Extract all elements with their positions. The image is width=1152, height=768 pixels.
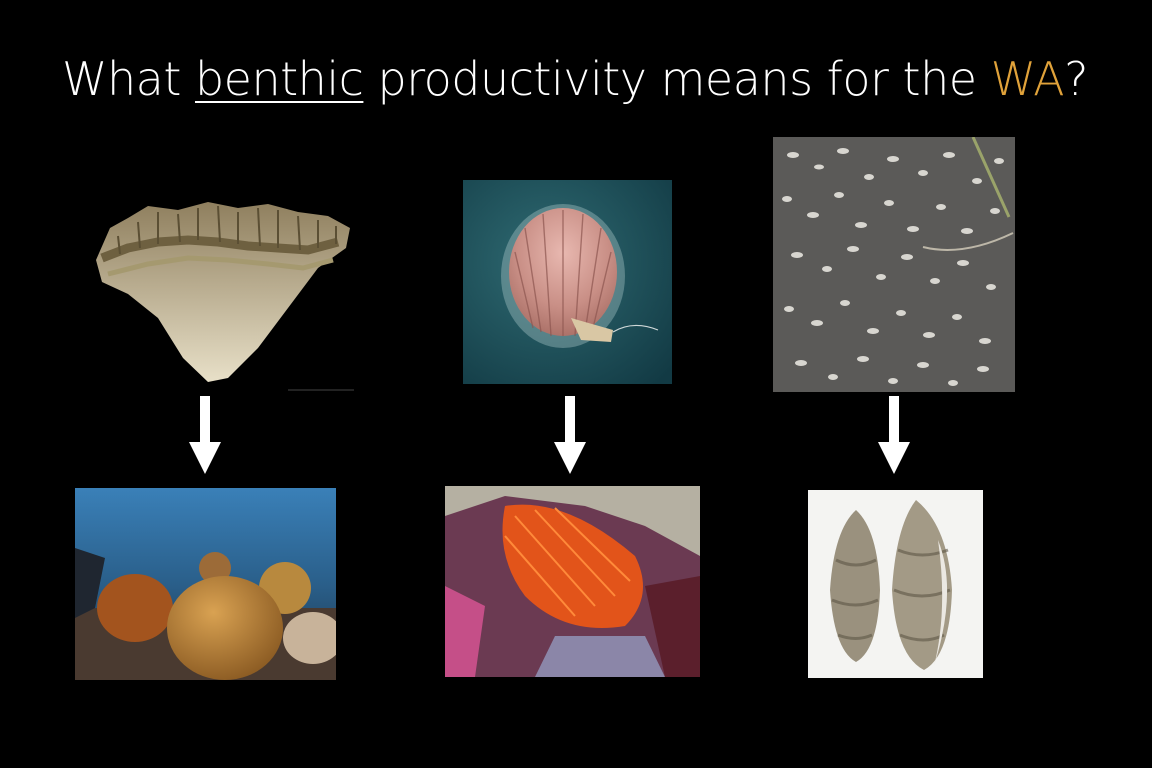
down-arrow-icon: [878, 396, 910, 474]
coral-reef-image: [75, 488, 336, 680]
title-prefix: What: [62, 52, 195, 106]
title-suffix: ?: [1064, 52, 1088, 106]
flame-scallop-image: [445, 486, 700, 677]
title-middle: productivity means for the: [363, 52, 990, 106]
shell-beach-image: [773, 137, 1015, 392]
down-arrow-icon: [554, 396, 586, 474]
fossil-coral-image: [88, 198, 354, 392]
title-accent-word: WA: [991, 52, 1064, 106]
title-underlined-word: benthic: [195, 52, 363, 106]
slide-title: What benthic productivity means for the …: [62, 52, 1088, 106]
scallop-image: [463, 180, 672, 384]
olive-shells-image: [808, 490, 983, 678]
down-arrow-icon: [189, 396, 221, 474]
